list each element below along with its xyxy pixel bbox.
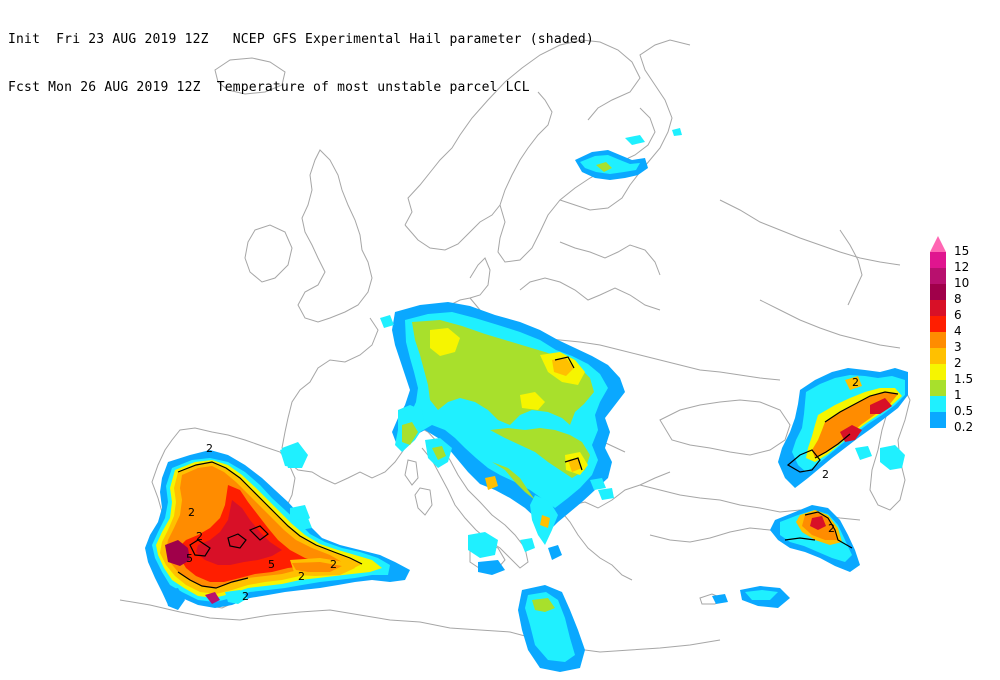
field-1b	[490, 428, 590, 478]
legend-swatch-triangle	[930, 236, 946, 252]
contour-label: 2	[298, 570, 305, 583]
field-1c	[492, 462, 535, 500]
field-adriatic-1	[402, 422, 418, 445]
header-init-line: Init Fri 23 AUG 2019 12Z NCEP GFS Experi…	[8, 32, 594, 47]
legend-label: 10	[954, 276, 970, 290]
misc-fields	[280, 315, 614, 530]
legend-item: 12	[930, 252, 990, 273]
legend-swatch	[930, 300, 946, 316]
contour-label: 5	[186, 552, 193, 565]
legend-item: 4	[930, 316, 990, 337]
contour-label: 2	[242, 590, 249, 603]
legend-swatch	[930, 332, 946, 348]
field-liguria-1	[432, 446, 446, 460]
legend-item: 0.5	[930, 396, 990, 417]
field-tyrr-a	[468, 532, 498, 558]
legend-swatch	[930, 396, 946, 412]
caucasus-field	[712, 368, 908, 608]
legend-item: 15	[930, 236, 990, 257]
legend-label: 0.2	[954, 420, 974, 434]
legend-label: 1.5	[954, 372, 974, 386]
field-sicily-a	[478, 560, 505, 575]
contour-label: 5	[268, 558, 275, 571]
field-2b	[568, 458, 582, 472]
legend-label: 1	[954, 388, 962, 402]
color-legend: 15 12 10 8 6 4 3 2 1.5 1 0.5 0.2	[930, 236, 990, 433]
legend-item: 1.5	[930, 364, 990, 385]
legend-label: 6	[954, 308, 962, 322]
field-italy-south-2	[540, 515, 550, 528]
contour-label: 2	[188, 506, 195, 519]
legend-label: 8	[954, 292, 962, 306]
field-15c	[520, 392, 545, 410]
field-1	[412, 320, 594, 425]
legend-item: 3	[930, 332, 990, 353]
legend-item: 10	[930, 268, 990, 289]
legend-label: 12	[954, 260, 970, 274]
legend-item: 0.2	[930, 412, 990, 433]
legend-swatch	[930, 268, 946, 284]
header-forecast-line: Fcst Mon 26 AUG 2019 12Z Temperature of …	[8, 80, 530, 95]
contour-label: 2	[206, 442, 213, 455]
legend-item: 8	[930, 284, 990, 305]
legend-item: 6	[930, 300, 990, 321]
legend-label: 2	[954, 356, 962, 370]
iberia-field	[145, 442, 410, 610]
contour-label: 2	[330, 558, 337, 571]
central-europe-field	[392, 302, 625, 575]
legend-swatch	[930, 252, 946, 268]
contour-label: 2	[196, 530, 203, 543]
legend-label: 15	[954, 244, 970, 258]
legend-label: 4	[954, 324, 962, 338]
contour-label: 2	[828, 522, 835, 535]
field-15a	[430, 328, 460, 356]
legend-swatch	[930, 284, 946, 300]
legend-swatch	[930, 364, 946, 380]
field-tyrr-b	[520, 538, 535, 552]
legend-item: 1	[930, 380, 990, 401]
map-header: Init Fri 23 AUG 2019 12Z NCEP GFS Experi…	[8, 0, 594, 112]
legend-label: 0.5	[954, 404, 974, 418]
field-2a	[552, 358, 574, 376]
contour-label-group: 2 2 2 2 5 5 2 2 2 2 2	[186, 376, 859, 603]
contour-label: 2	[852, 376, 859, 389]
contour-label: 2	[822, 468, 829, 481]
lcl-contours	[177, 356, 899, 589]
legend-item: 2	[930, 348, 990, 369]
ionian-field	[518, 545, 585, 672]
field-2c	[485, 476, 498, 490]
legend-label: 3	[954, 340, 962, 354]
legend-swatch	[930, 412, 946, 428]
legend-swatch	[930, 380, 946, 396]
legend-swatch	[930, 316, 946, 332]
legend-swatch	[930, 348, 946, 364]
russia-north-field	[575, 128, 682, 180]
